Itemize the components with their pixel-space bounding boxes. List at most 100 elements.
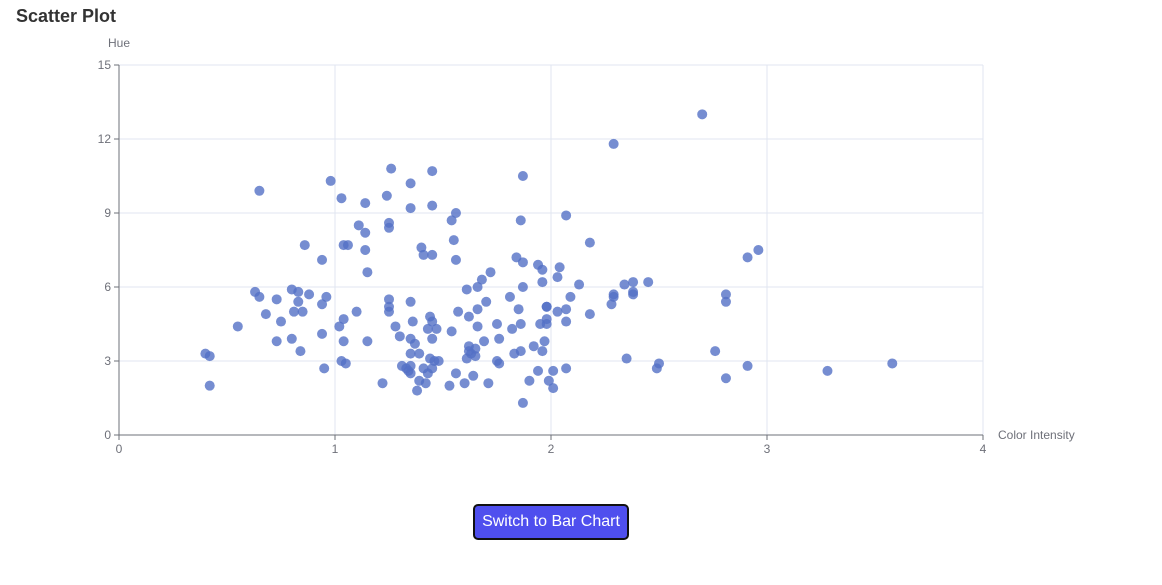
x-tick-label-1: 1 [332, 442, 339, 456]
scatter-point-61 [407, 316, 418, 327]
scatter-point-23 [319, 363, 330, 374]
scatter-point-160 [628, 289, 639, 300]
scatter-point-34 [351, 306, 362, 317]
scatter-point-144 [561, 210, 572, 221]
scatter-point-22 [317, 328, 328, 339]
scatter-point-50 [394, 331, 405, 342]
scatter-point-148 [565, 291, 576, 302]
scatter-point-119 [515, 319, 526, 329]
scatter-point-3 [232, 321, 243, 332]
scatter-point-26 [334, 321, 345, 332]
scatter-point-86 [448, 235, 459, 246]
scatter-point-151 [584, 309, 595, 320]
scatter-point-172 [822, 365, 833, 376]
scatter-point-128 [533, 365, 544, 376]
scatter-point-165 [710, 346, 721, 357]
scatter-point-93 [461, 284, 472, 295]
scatter-point-158 [628, 277, 639, 288]
scatter-point-112 [494, 358, 505, 369]
scatter-point-117 [513, 304, 524, 315]
scatter-point-147 [561, 363, 572, 374]
scatter-point-56 [405, 296, 416, 307]
scatter-point-106 [481, 296, 492, 307]
scatter-point-78 [427, 333, 438, 344]
scatter-point-13 [288, 306, 299, 317]
scatter-point-132 [537, 346, 548, 357]
y-tick-label-2: 6 [104, 280, 111, 294]
scatter-point-70 [422, 323, 433, 334]
scatter-point-25 [325, 175, 336, 186]
scatter-point-171 [753, 245, 764, 255]
scatter-point-137 [541, 319, 552, 329]
scatter-point-89 [450, 368, 461, 379]
scatter-point-7 [260, 309, 271, 320]
scatter-point-48 [386, 163, 397, 174]
switch-to-bar-chart-button[interactable]: Switch to Bar Chart [473, 504, 629, 540]
scatter-point-37 [360, 227, 371, 238]
scatter-point-85 [446, 326, 457, 337]
scatter-point-164 [697, 109, 708, 120]
scatter-point-49 [390, 321, 401, 332]
scatter-point-32 [340, 358, 351, 369]
scatter-point-143 [554, 262, 565, 273]
scatter-point-64 [414, 348, 425, 359]
scatter-point-16 [295, 346, 306, 357]
scatter-point-59 [405, 360, 416, 371]
scatter-point-31 [338, 336, 349, 347]
scatter-point-126 [528, 341, 539, 352]
scatter-point-138 [543, 375, 554, 386]
scatter-point-8 [271, 294, 282, 305]
scatter-point-19 [304, 289, 315, 300]
scatter-point-90 [453, 306, 464, 317]
scatter-point-42 [381, 190, 392, 201]
scatter-point-111 [494, 333, 505, 344]
y-tick-label-5: 15 [98, 58, 112, 72]
x-tick-label-3: 3 [764, 442, 771, 456]
x-axis-label: Color Intensity [998, 428, 1075, 442]
scatter-point-84 [446, 215, 457, 226]
scatter-point-149 [574, 279, 585, 290]
y-tick-label-3: 9 [104, 206, 111, 220]
scatter-point-135 [541, 301, 552, 312]
scatter-point-27 [336, 193, 347, 204]
scatter-point-155 [608, 291, 619, 302]
scatter-point-33 [342, 240, 353, 251]
scatter-point-99 [470, 343, 481, 354]
scatter-point-114 [507, 323, 518, 334]
scatter-point-15 [293, 296, 304, 307]
scatter-point-82 [433, 356, 444, 366]
scatter-point-145 [561, 304, 572, 315]
scatter-point-150 [584, 237, 595, 248]
scatter-point-87 [450, 208, 461, 218]
scatter-point-124 [517, 397, 528, 408]
scatter-point-74 [427, 166, 438, 177]
scatter-point-118 [515, 215, 526, 226]
scatter-point-104 [476, 274, 487, 285]
scatter-point-45 [384, 294, 394, 305]
x-tick-label-2: 2 [548, 442, 555, 456]
y-tick-label-4: 12 [98, 132, 112, 146]
scatter-point-69 [420, 378, 431, 389]
scatter-point-62 [409, 338, 420, 349]
scatter-point-161 [643, 277, 654, 288]
x-tick-label-0: 0 [116, 442, 123, 456]
scatter-point-133 [539, 336, 550, 347]
scatter-point-58 [405, 348, 416, 359]
scatter-point-113 [504, 291, 515, 302]
scatter-point-20 [317, 254, 328, 265]
scatter-point-101 [472, 282, 483, 292]
scatter-point-24 [321, 291, 332, 302]
scatter-point-36 [360, 198, 371, 209]
scatter-point-41 [377, 378, 388, 389]
scatter-point-120 [515, 346, 526, 357]
scatter-point-39 [362, 267, 373, 278]
scatter-point-122 [517, 257, 528, 268]
scatter-point-44 [384, 222, 394, 233]
scatter-point-140 [548, 383, 559, 394]
scatter-point-98 [468, 370, 479, 381]
scatter-point-75 [427, 200, 438, 211]
scatter-point-125 [524, 375, 535, 386]
scatter-point-156 [619, 279, 630, 290]
